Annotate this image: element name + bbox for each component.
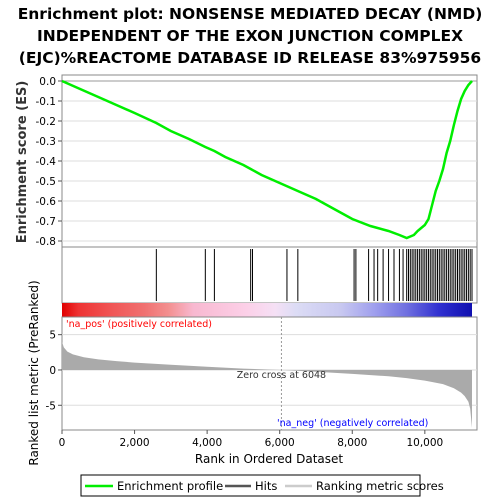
- rank-x-tick-label: 4,000: [192, 437, 222, 449]
- es-y-tick-label: -0.7: [36, 216, 57, 228]
- es-y-ticks: 0.0 -0.1 -0.2 -0.3 -0.4 -0.5 -0.6 -0.7 -0.8: [36, 76, 62, 248]
- rank-metric-panel: Zero cross at 6048 'na_pos' (positively …: [27, 280, 478, 466]
- rank-x-tick-label: 6,000: [265, 437, 295, 449]
- rank-x-axis-label: Rank in Ordered Dataset: [195, 452, 343, 466]
- legend-ranking-metric-label: Ranking metric scores: [316, 479, 444, 493]
- chart-title-line-2: INDEPENDENT OF THE EXON JUNCTION COMPLEX: [37, 27, 463, 45]
- es-y-tick-label: -0.4: [36, 156, 57, 168]
- legend-hits-label: Hits: [255, 479, 277, 493]
- rank-y-ticks: 5 0 -5: [46, 330, 62, 412]
- ranking-color-bar: [62, 303, 472, 317]
- es-y-tick-label: -0.1: [36, 96, 57, 108]
- chart-title-line-3: (EJC)%REACTOME DATABASE ID RELEASE 83%97…: [19, 49, 481, 67]
- es-y-axis-label: Enrichment score (ES): [15, 81, 30, 244]
- na-neg-label: 'na_neg' (negatively correlated): [277, 418, 428, 429]
- color-bar-gradient: [62, 303, 472, 317]
- rank-x-tick-label: 0: [59, 437, 66, 449]
- rank-y-axis-label: Ranked list metric (PreRanked): [27, 280, 41, 465]
- rank-x-tick-label: 2,000: [120, 437, 150, 449]
- legend: Enrichment profile Hits Ranking metric s…: [80, 474, 444, 497]
- rank-x-ticks: 0 2,000 4,000 6,000 8,000 10,000: [59, 430, 443, 449]
- rank-x-tick-label: 10,000: [406, 437, 443, 449]
- hit-markers: [155, 249, 473, 301]
- na-pos-label: 'na_pos' (positively correlated): [66, 319, 212, 330]
- chart-title-line-1: Enrichment plot: NONSENSE MEDIATED DECAY…: [18, 5, 483, 23]
- hits-panel: [61, 246, 478, 304]
- rank-y-tick-label: 0: [49, 365, 56, 377]
- es-y-tick-label: -0.8: [36, 236, 57, 248]
- es-y-tick-label: -0.2: [36, 116, 57, 128]
- hits-panel-frame: [61, 246, 478, 304]
- es-y-tick-label: 0.0: [39, 76, 56, 88]
- legend-enrichment-profile-label: Enrichment profile: [117, 479, 223, 493]
- es-grid: [62, 80, 477, 242]
- es-y-tick-label: -0.3: [36, 136, 57, 148]
- es-y-tick-label: -0.5: [36, 176, 57, 188]
- es-y-tick-label: -0.6: [36, 196, 57, 208]
- rank-y-tick-label: -5: [46, 400, 56, 412]
- enrichment-profile-line: [61, 79, 473, 240]
- zero-cross-label: Zero cross at 6048: [237, 370, 326, 381]
- rank-y-tick-label: 5: [49, 330, 56, 342]
- es-panel: 0.0 -0.1 -0.2 -0.3 -0.4 -0.5 -0.6 -0.7 -0.8 Enri…: [15, 74, 478, 248]
- rank-x-tick-label: 8,000: [337, 437, 367, 449]
